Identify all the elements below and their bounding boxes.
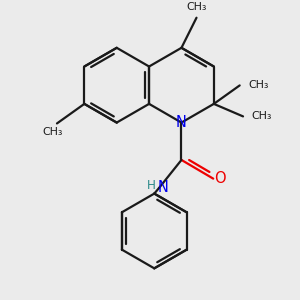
Text: CH₃: CH₃: [42, 127, 63, 137]
Text: H: H: [147, 178, 156, 191]
Text: CH₃: CH₃: [248, 80, 268, 90]
Text: CH₃: CH₃: [186, 2, 207, 12]
Text: O: O: [214, 171, 226, 186]
Text: CH₃: CH₃: [251, 111, 272, 122]
Text: N: N: [176, 115, 187, 130]
Text: N: N: [157, 181, 168, 196]
